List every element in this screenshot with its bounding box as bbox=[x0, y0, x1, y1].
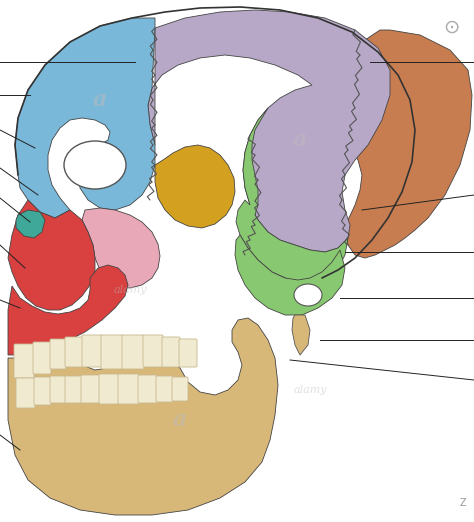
Text: ⊙: ⊙ bbox=[444, 18, 460, 37]
FancyBboxPatch shape bbox=[82, 335, 102, 367]
FancyBboxPatch shape bbox=[99, 374, 119, 404]
Polygon shape bbox=[8, 200, 95, 310]
Text: alamy: alamy bbox=[113, 285, 147, 295]
FancyBboxPatch shape bbox=[101, 335, 123, 369]
FancyBboxPatch shape bbox=[162, 337, 180, 367]
Text: a: a bbox=[293, 129, 307, 151]
Polygon shape bbox=[292, 315, 310, 355]
FancyBboxPatch shape bbox=[172, 377, 188, 401]
Ellipse shape bbox=[64, 141, 126, 189]
FancyBboxPatch shape bbox=[118, 374, 139, 404]
Ellipse shape bbox=[294, 284, 322, 306]
Polygon shape bbox=[236, 108, 348, 282]
FancyBboxPatch shape bbox=[34, 377, 51, 405]
FancyBboxPatch shape bbox=[14, 344, 34, 378]
FancyBboxPatch shape bbox=[33, 342, 51, 374]
FancyBboxPatch shape bbox=[50, 339, 66, 369]
FancyBboxPatch shape bbox=[143, 335, 163, 367]
FancyBboxPatch shape bbox=[16, 378, 35, 408]
Polygon shape bbox=[15, 18, 155, 218]
Text: Z: Z bbox=[459, 498, 466, 508]
Text: a: a bbox=[173, 409, 187, 431]
FancyBboxPatch shape bbox=[122, 335, 144, 369]
FancyBboxPatch shape bbox=[81, 375, 100, 403]
FancyBboxPatch shape bbox=[50, 376, 66, 403]
Polygon shape bbox=[8, 318, 278, 515]
Polygon shape bbox=[148, 10, 390, 252]
Text: alamy: alamy bbox=[293, 385, 327, 395]
Polygon shape bbox=[16, 210, 45, 238]
Polygon shape bbox=[8, 265, 128, 355]
FancyBboxPatch shape bbox=[156, 376, 173, 402]
Polygon shape bbox=[345, 30, 472, 258]
FancyBboxPatch shape bbox=[179, 339, 197, 367]
Polygon shape bbox=[235, 235, 345, 315]
Text: a: a bbox=[93, 89, 107, 111]
FancyBboxPatch shape bbox=[138, 375, 157, 403]
Polygon shape bbox=[82, 208, 160, 288]
FancyBboxPatch shape bbox=[65, 337, 83, 367]
FancyBboxPatch shape bbox=[65, 376, 82, 403]
Polygon shape bbox=[155, 145, 235, 228]
